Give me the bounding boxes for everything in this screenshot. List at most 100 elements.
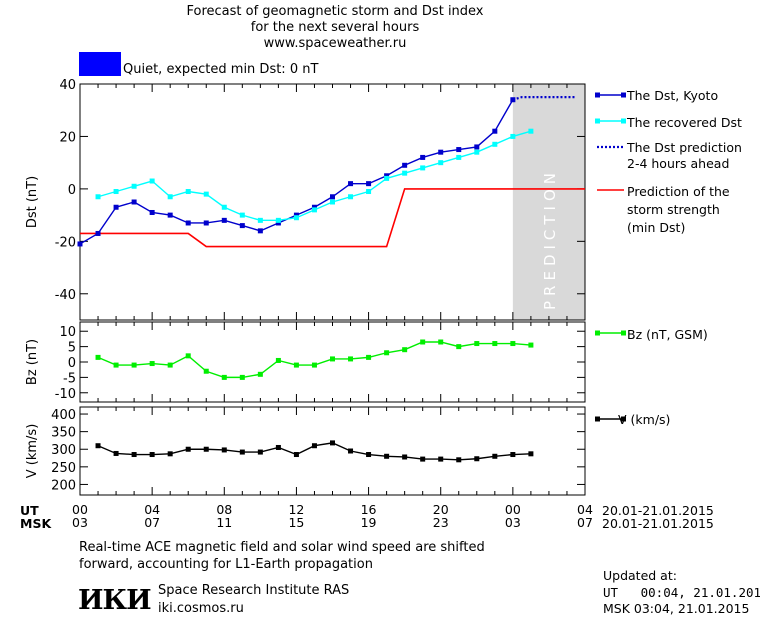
iki-logo: ИКИ — [78, 585, 152, 616]
updated-label: Updated at: — [603, 568, 677, 583]
data-point — [420, 165, 426, 171]
data-point — [293, 215, 299, 221]
data-point — [239, 212, 245, 218]
panel-frame-3 — [79, 406, 586, 496]
legend-marker — [595, 118, 600, 124]
data-point — [384, 453, 390, 459]
data-point — [420, 154, 426, 160]
data-point — [113, 450, 119, 456]
ut-tick-label: 04 — [144, 502, 160, 517]
ut-tick-label: 04 — [577, 502, 593, 517]
data-point — [348, 194, 354, 200]
y-tick-label: 0 — [68, 356, 76, 371]
footer-note-line2: forward, accounting for L1-Earth propaga… — [79, 557, 373, 572]
msk-axis-label: MSK — [20, 516, 52, 531]
site-link[interactable]: www.spaceweather.ru — [263, 36, 407, 51]
data-point — [384, 175, 390, 181]
ut-date-range: 20.01-21.01.2015 — [602, 503, 714, 518]
data-point — [95, 230, 101, 236]
data-point — [149, 178, 155, 184]
msk-tick-label: 07 — [144, 515, 160, 530]
data-point — [185, 353, 191, 359]
institute-site[interactable]: iki.cosmos.ru — [158, 601, 244, 616]
chart-title-line2: for the next several hours — [250, 20, 420, 35]
data-point — [510, 452, 516, 458]
data-point — [113, 204, 119, 210]
data-point — [95, 194, 101, 200]
data-point — [239, 223, 245, 229]
data-point — [456, 147, 462, 153]
data-point — [528, 342, 534, 348]
legend-marker — [621, 92, 626, 98]
data-point — [293, 362, 299, 368]
data-point — [348, 448, 354, 454]
ut-tick-label: 00 — [505, 502, 521, 517]
data-point — [330, 199, 335, 205]
ut-tick-label: 16 — [361, 502, 377, 517]
legend-bz: Bz (nT, GSM) — [627, 327, 708, 342]
data-point — [167, 362, 173, 368]
data-point — [311, 362, 317, 368]
status-color-box — [79, 52, 121, 76]
data-point — [131, 452, 137, 458]
y-axis-label-3: V (km/s) — [25, 424, 40, 479]
y-axis-label-1: Dst (nT) — [25, 176, 40, 228]
legend-storm-line1: Prediction of the — [627, 184, 730, 199]
ut-tick-label: 12 — [288, 502, 304, 517]
data-point — [149, 361, 155, 367]
data-point — [474, 144, 480, 150]
legend-marker — [621, 416, 626, 422]
data-point — [185, 446, 191, 452]
data-point — [528, 128, 534, 134]
series-line-2 — [512, 96, 576, 101]
msk-tick-label: 23 — [433, 515, 449, 530]
y-tick-label: -10 — [55, 387, 76, 402]
data-point — [203, 220, 209, 226]
legend-marker — [595, 92, 600, 98]
data-point — [492, 453, 498, 459]
data-point — [366, 189, 372, 195]
y-tick-label: -5 — [63, 371, 76, 386]
prediction-region-label: PREDICTION — [541, 168, 559, 310]
data-point — [167, 194, 173, 200]
y-axis-label-2: Bz (nT) — [25, 339, 40, 385]
data-point — [95, 354, 101, 360]
data-point — [366, 181, 372, 187]
y-tick-label: 20 — [59, 130, 76, 145]
data-point — [402, 170, 408, 176]
data-point — [113, 189, 119, 195]
legend-marker — [621, 118, 626, 124]
msk-tick-label: 11 — [216, 515, 232, 530]
legend-dst-kyoto: The Dst, Kyoto — [627, 88, 719, 103]
ut-tick-label: 20 — [433, 502, 449, 517]
updated-ut: UT 00:04, 21.01.2015 — [603, 585, 760, 600]
data-point — [203, 368, 209, 374]
y-tick-label: -40 — [55, 288, 76, 303]
y-tick-label: 40 — [59, 78, 76, 93]
data-point — [149, 452, 155, 458]
data-point — [474, 341, 480, 347]
data-point — [77, 241, 83, 247]
data-point — [275, 220, 281, 226]
data-point — [239, 449, 245, 455]
data-point — [474, 149, 480, 155]
data-point — [293, 452, 299, 458]
chart-title-line1: Forecast of geomagnetic storm and Dst in… — [186, 4, 484, 19]
series-line-0 — [97, 341, 531, 379]
data-point — [131, 199, 137, 205]
data-point — [456, 457, 462, 463]
data-point — [348, 181, 354, 187]
data-point — [528, 451, 534, 457]
data-point — [311, 443, 317, 449]
data-point — [95, 443, 101, 449]
data-point — [438, 160, 444, 166]
data-point — [311, 207, 317, 213]
institute-name: Space Research Institute RAS — [158, 583, 350, 598]
data-point — [257, 449, 263, 455]
data-point — [384, 350, 390, 356]
data-point — [492, 341, 498, 347]
data-point — [492, 141, 498, 147]
data-point — [221, 204, 227, 210]
data-point — [275, 444, 281, 450]
